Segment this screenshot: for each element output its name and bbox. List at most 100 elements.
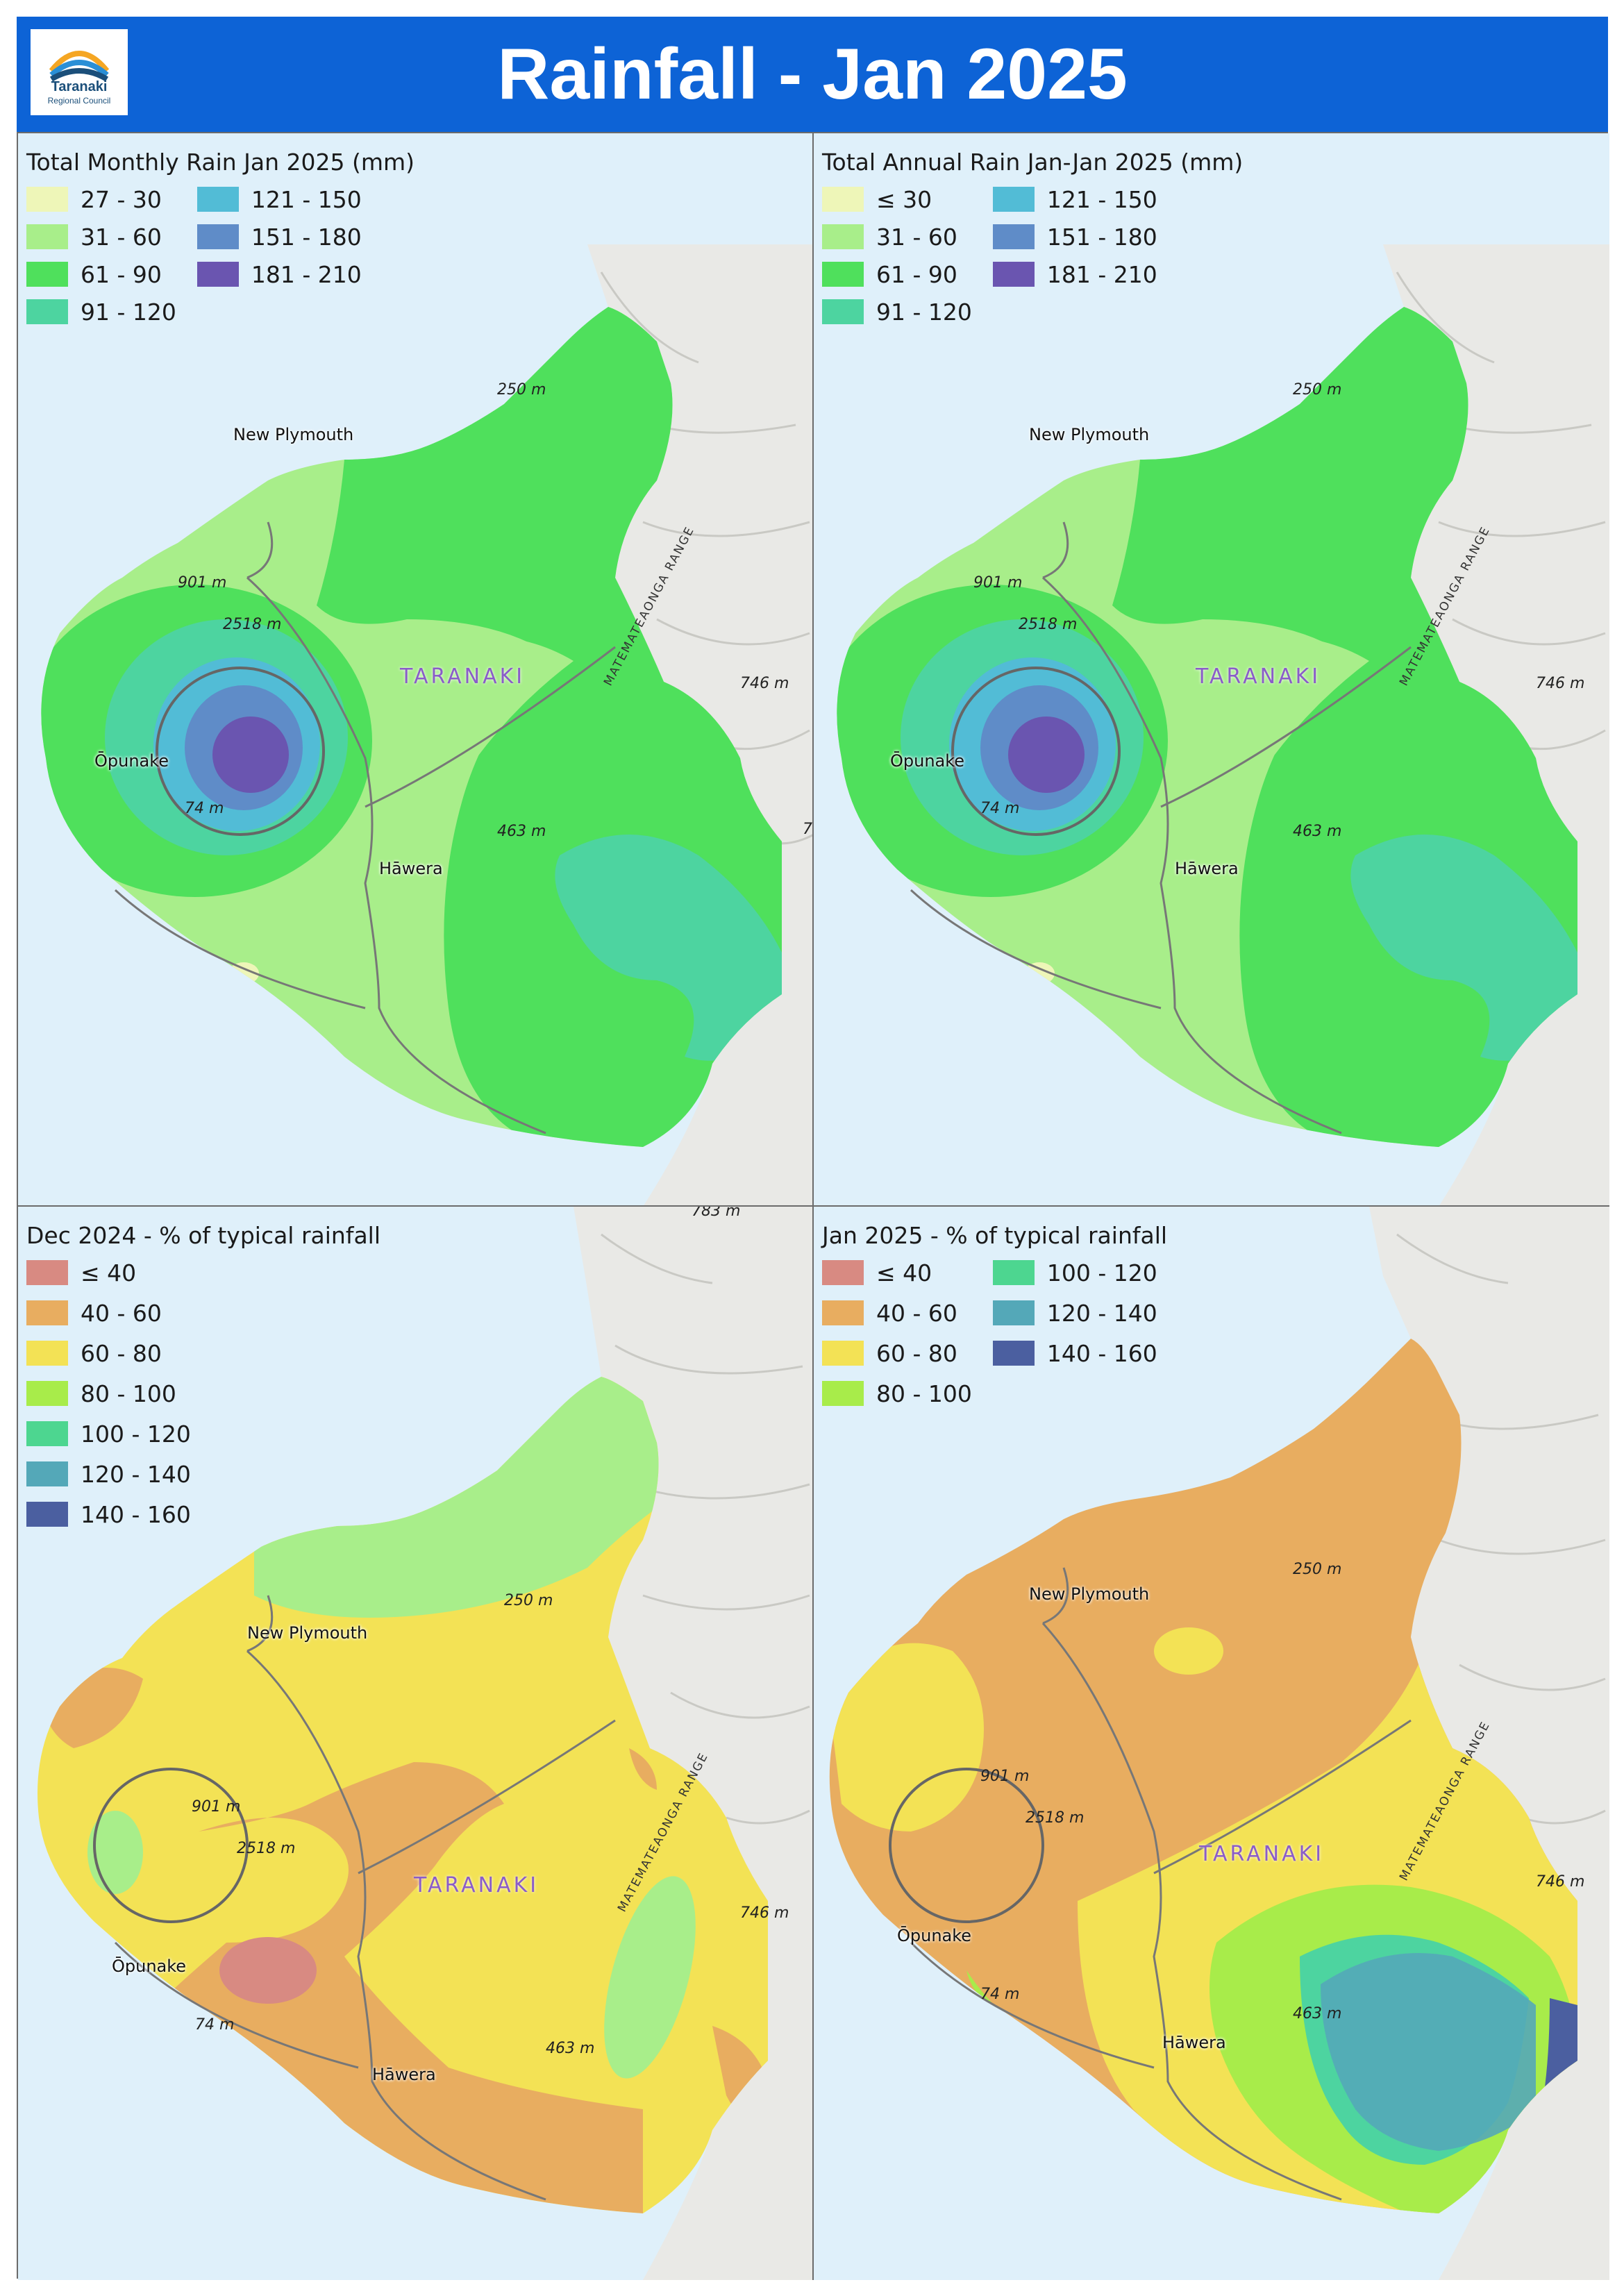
town-new-plymouth: New Plymouth bbox=[1029, 1584, 1150, 1604]
legend-item: 100 - 120 bbox=[26, 1420, 191, 1448]
legend-swatch bbox=[822, 299, 864, 324]
map-jan-percent: Jan 2025 - % of typical rainfall ≤ 40 40… bbox=[814, 1207, 1609, 2280]
legend-item: 80 - 100 bbox=[26, 1380, 191, 1407]
elev-2518: 2518 m bbox=[223, 616, 282, 633]
elev-74: 74 m bbox=[980, 1986, 1020, 2003]
legend-swatch bbox=[992, 1341, 1035, 1366]
elev-783: 783 m bbox=[692, 1207, 741, 1220]
legend-item: ≤ 40 bbox=[26, 1259, 191, 1287]
legend-item: 60 - 80 bbox=[822, 1339, 972, 1367]
legend-title: Dec 2024 - % of typical rainfall bbox=[26, 1222, 381, 1249]
logo-subtitle: Regional Council bbox=[47, 96, 111, 106]
legend-item: 120 - 140 bbox=[26, 1460, 191, 1488]
elev-746: 746 m bbox=[740, 1904, 789, 1922]
map-dec-canvas bbox=[37, 1207, 812, 2280]
logo-name: Taranaki bbox=[51, 79, 108, 94]
council-logo: Taranaki Regional Council bbox=[31, 29, 128, 115]
legend-item: 140 - 160 bbox=[26, 1500, 191, 1528]
legend-item: 91 - 120 bbox=[26, 298, 176, 326]
legend-item: 181 - 210 bbox=[992, 260, 1157, 288]
legend-item: 181 - 210 bbox=[196, 260, 362, 288]
elev-2518: 2518 m bbox=[1019, 616, 1078, 633]
region-label: TARANAKI bbox=[414, 1873, 539, 1897]
elev-746: 746 m bbox=[1536, 1873, 1585, 1891]
legend-swatch bbox=[822, 187, 864, 212]
legend-swatch bbox=[822, 262, 864, 287]
map-dec-percent: Dec 2024 - % of typical rainfall ≤ 40 40… bbox=[18, 1207, 814, 2280]
elev-463: 463 m bbox=[546, 2040, 595, 2057]
town-new-plymouth: New Plymouth bbox=[1029, 425, 1150, 444]
legend-swatch bbox=[26, 1502, 68, 1527]
legend-swatch bbox=[26, 262, 68, 287]
legend-item: 40 - 60 bbox=[822, 1299, 972, 1327]
elev-2518: 2518 m bbox=[1026, 1809, 1085, 1827]
legend-item: 61 - 90 bbox=[822, 260, 972, 288]
elev-250: 250 m bbox=[504, 1592, 553, 1609]
town-opunake: Ōpunake bbox=[897, 1926, 972, 1945]
legend-item: 60 - 80 bbox=[26, 1339, 191, 1367]
legend-annual: Total Annual Rain Jan-Jan 2025 (mm) ≤ 30… bbox=[822, 149, 1243, 326]
elev-74: 74 m bbox=[980, 800, 1020, 817]
town-hawera: Hāwera bbox=[1175, 859, 1239, 878]
map-grid: Total Monthly Rain Jan 2025 (mm) 27 - 30… bbox=[17, 132, 1609, 2280]
legend-swatch bbox=[992, 187, 1035, 212]
elev-901: 901 m bbox=[973, 574, 1023, 592]
legend-item: 140 - 160 bbox=[992, 1339, 1157, 1367]
legend-item: 80 - 100 bbox=[822, 1380, 972, 1407]
region-label: TARANAKI bbox=[1196, 664, 1321, 689]
town-hawera: Hāwera bbox=[379, 859, 443, 878]
legend-swatch bbox=[196, 224, 239, 249]
header-bar: Taranaki Regional Council Rainfall - Jan… bbox=[17, 17, 1608, 132]
legend-item: 27 - 30 bbox=[26, 185, 176, 213]
town-opunake: Ōpunake bbox=[890, 751, 965, 771]
legend-item: 121 - 150 bbox=[196, 185, 362, 213]
town-new-plymouth: New Plymouth bbox=[247, 1623, 368, 1643]
legend-item: 31 - 60 bbox=[26, 223, 176, 251]
elev-2518: 2518 m bbox=[237, 1840, 296, 1857]
legend-swatch bbox=[26, 1381, 68, 1406]
town-hawera: Hāwera bbox=[1162, 2033, 1226, 2052]
legend-item: 151 - 180 bbox=[992, 223, 1157, 251]
legend-title: Jan 2025 - % of typical rainfall bbox=[822, 1222, 1168, 1249]
town-opunake: Ōpunake bbox=[94, 751, 169, 771]
map-jan-canvas bbox=[829, 1207, 1609, 2280]
legend-item: 31 - 60 bbox=[822, 223, 972, 251]
region-label: TARANAKI bbox=[400, 664, 526, 689]
elev-463: 463 m bbox=[1293, 2005, 1342, 2022]
legend-item: 40 - 60 bbox=[26, 1299, 191, 1327]
legend-swatch bbox=[26, 187, 68, 212]
legend-swatch bbox=[26, 1461, 68, 1486]
legend-item: ≤ 30 bbox=[822, 185, 972, 213]
elev-7: 7 bbox=[803, 821, 812, 838]
legend-swatch bbox=[822, 224, 864, 249]
elev-463: 463 m bbox=[497, 823, 546, 840]
legend-item: ≤ 40 bbox=[822, 1259, 972, 1287]
town-hawera: Hāwera bbox=[372, 2065, 436, 2084]
legend-swatch bbox=[992, 262, 1035, 287]
legend-item: 120 - 140 bbox=[992, 1299, 1157, 1327]
legend-swatch bbox=[822, 1300, 864, 1325]
town-new-plymouth: New Plymouth bbox=[233, 425, 354, 444]
region-label: TARANAKI bbox=[1199, 1842, 1325, 1866]
elev-901: 901 m bbox=[178, 574, 227, 592]
legend-monthly: Total Monthly Rain Jan 2025 (mm) 27 - 30… bbox=[26, 149, 415, 326]
legend-item: 61 - 90 bbox=[26, 260, 176, 288]
legend-item: 100 - 120 bbox=[992, 1259, 1157, 1287]
elev-746: 746 m bbox=[740, 675, 789, 692]
legend-jan: Jan 2025 - % of typical rainfall ≤ 40 40… bbox=[822, 1222, 1167, 1407]
legend-swatch bbox=[992, 1300, 1035, 1325]
legend-title: Total Monthly Rain Jan 2025 (mm) bbox=[26, 149, 415, 176]
legend-swatch bbox=[26, 1421, 68, 1446]
legend-swatch bbox=[822, 1381, 864, 1406]
legend-swatch bbox=[196, 187, 239, 212]
elev-250: 250 m bbox=[1293, 381, 1342, 399]
legend-dec: Dec 2024 - % of typical rainfall ≤ 40 40… bbox=[26, 1222, 380, 1528]
town-opunake: Ōpunake bbox=[112, 1956, 187, 1976]
map-monthly-rain: Total Monthly Rain Jan 2025 (mm) 27 - 30… bbox=[18, 133, 814, 1207]
legend-swatch bbox=[992, 1260, 1035, 1285]
legend-swatch bbox=[26, 224, 68, 249]
legend-swatch bbox=[822, 1341, 864, 1366]
legend-swatch bbox=[26, 1341, 68, 1366]
elev-74: 74 m bbox=[195, 2016, 235, 2034]
legend-swatch bbox=[26, 1260, 68, 1285]
